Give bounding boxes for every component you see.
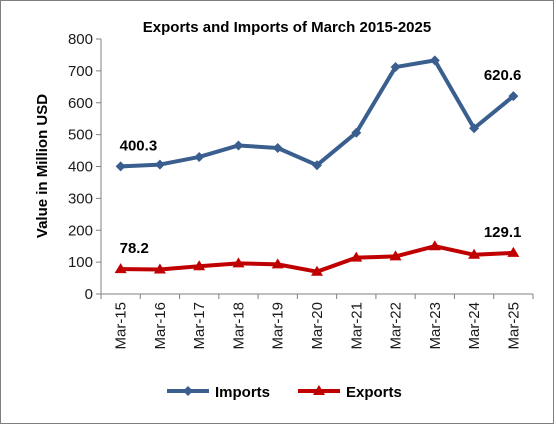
axes	[96, 38, 534, 299]
y-tick-label: 800	[68, 31, 93, 48]
x-tick-label: Mar-19	[270, 302, 287, 350]
imports-point	[469, 123, 480, 134]
x-tick-label: Mar-25	[505, 302, 522, 350]
imports-point	[390, 62, 401, 73]
exports-point	[271, 258, 284, 269]
imports-line	[120, 58, 515, 169]
y-tick-label: 100	[68, 254, 93, 271]
x-tick-label: Mar-22	[388, 302, 405, 350]
exports-point	[389, 250, 402, 261]
chart-title: Exports and Imports of March 2015-2025	[143, 19, 431, 36]
x-tick-label: Mar-17	[191, 302, 208, 350]
exports-point	[114, 263, 127, 274]
imports-point	[312, 160, 322, 171]
imports-point	[429, 55, 440, 66]
exports-point	[232, 257, 245, 268]
x-tick-label: Mar-15	[113, 302, 130, 350]
imports-data-label: 620.6	[484, 67, 522, 84]
legend: Imports Exports	[167, 384, 402, 401]
y-tick-label: 0	[85, 286, 93, 303]
exports-point	[193, 260, 206, 271]
imports-legend-marker	[183, 386, 193, 396]
x-tick-label: Mar-21	[348, 302, 365, 350]
exports-point	[311, 265, 323, 276]
x-tick-label: Mar-16	[152, 302, 169, 350]
x-tick-label: Mar-18	[230, 302, 247, 350]
y-tick-labels: 0 100 200 300 400 500 600 700 800	[68, 31, 93, 303]
exports-legend-marker	[313, 385, 325, 395]
imports-point	[351, 127, 362, 138]
x-tick-label: Mar-24	[466, 302, 483, 350]
y-tick-label: 300	[68, 190, 93, 207]
y-tick-label: 200	[68, 222, 93, 239]
x-tick-labels: Mar-15 Mar-16 Mar-17 Mar-18 Mar-19 Mar-20 Mar-…	[113, 302, 523, 350]
data-labels: 400.3 620.6 78.2 129.1	[120, 67, 522, 257]
series-layer	[114, 55, 520, 276]
exports-point	[468, 248, 481, 259]
exports-data-label: 78.2	[120, 240, 149, 257]
exports-point	[350, 251, 363, 262]
y-tick-label: 500	[68, 127, 93, 144]
y-tick-label: 600	[68, 95, 93, 112]
y-tick-label: 400	[68, 159, 93, 176]
exports-legend-label: Exports	[346, 384, 402, 401]
imports-legend-label: Imports	[215, 384, 270, 401]
y-axis-title: Value in Million USD	[34, 94, 51, 238]
exports-point	[428, 240, 441, 251]
imports-point	[194, 151, 205, 162]
imports-data-label: 400.3	[120, 137, 158, 154]
imports-point	[115, 161, 126, 172]
imports-point	[272, 143, 283, 154]
y-tick-label: 700	[68, 63, 93, 80]
imports-point	[233, 140, 244, 151]
imports-point	[508, 91, 519, 102]
x-tick-label: Mar-23	[427, 302, 444, 350]
x-tick-label: Mar-20	[309, 302, 326, 350]
imports-point	[154, 159, 165, 170]
exports-data-label: 129.1	[484, 224, 522, 241]
exports-point	[153, 263, 166, 274]
exports-point	[507, 246, 520, 257]
